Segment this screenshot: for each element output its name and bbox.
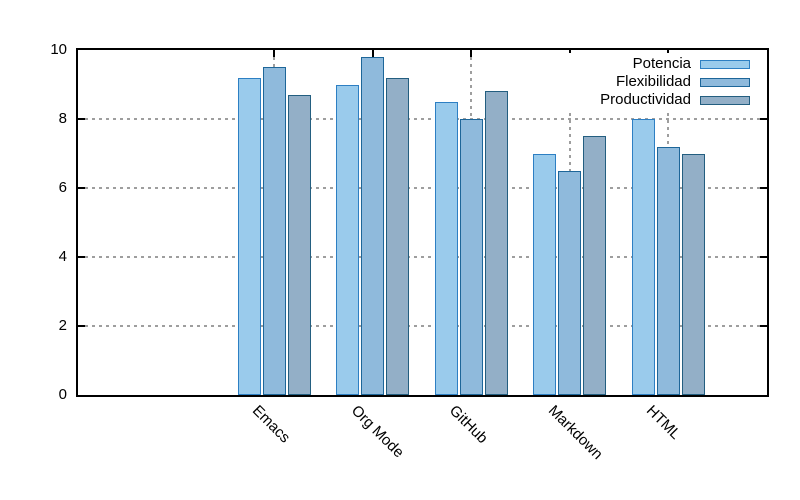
legend-row: Potencia (633, 55, 750, 73)
bar-org-mode-productividad (386, 77, 410, 395)
bar-markdown-flexibilidad (558, 170, 582, 395)
legend-swatch-potencia (700, 59, 750, 69)
legend-label: Productividad (600, 91, 691, 108)
x-tick-top (273, 50, 276, 57)
bar-github-flexibilidad (459, 119, 483, 395)
y-gridline (78, 118, 767, 120)
bar-emacs-potencia (237, 77, 261, 395)
y-tick-right (760, 325, 767, 327)
bar-emacs-productividad (287, 94, 311, 395)
x-tick-label: GitHub (446, 402, 492, 448)
x-tick-top (371, 50, 374, 57)
x-tick-label: Emacs (248, 402, 294, 447)
y-tick-left (78, 118, 85, 120)
bar-org-mode-potencia (336, 84, 360, 395)
x-tick-label: HTML (643, 402, 685, 443)
y-tick-label: 8 (58, 110, 67, 127)
legend-label: Potencia (632, 55, 691, 72)
bar-emacs-flexibilidad (262, 67, 286, 395)
y-gridline (78, 187, 767, 189)
legend-swatch-productividad (700, 95, 750, 105)
bar-markdown-productividad (583, 136, 607, 395)
bar-org-mode-flexibilidad (361, 56, 385, 395)
x-tick-label: Markdown (544, 402, 606, 463)
y-tick-label: 0 (58, 386, 67, 403)
y-gridline (78, 325, 767, 327)
y-tick-left (78, 256, 85, 258)
y-tick-label: 2 (58, 317, 67, 334)
bar-github-productividad (484, 91, 508, 395)
x-tick-label: Org Mode (347, 402, 407, 462)
y-gridline (78, 256, 767, 258)
y-tick-right (760, 187, 767, 189)
bar-html-potencia (631, 119, 655, 395)
bar-html-flexibilidad (656, 146, 680, 395)
y-tick-left (78, 325, 85, 327)
plot-area: Potencia Flexibilidad Productividad (76, 48, 769, 397)
y-tick-right (760, 118, 767, 120)
bar-github-potencia (434, 101, 458, 395)
legend-row: Productividad (600, 91, 750, 109)
legend-label: Flexibilidad (615, 73, 691, 90)
bar-markdown-potencia (533, 153, 557, 395)
legend-swatch-flexibilidad (700, 77, 750, 87)
y-tick-left (78, 187, 85, 189)
y-tick-label: 10 (50, 41, 67, 58)
legend-row: Flexibilidad (616, 73, 750, 91)
y-tick-label: 4 (58, 248, 67, 265)
legend: Potencia Flexibilidad Productividad (532, 53, 750, 111)
x-tick-top (470, 50, 473, 57)
y-tick-right (760, 256, 767, 258)
y-tick-label: 6 (58, 179, 67, 196)
bar-html-productividad (681, 153, 705, 395)
